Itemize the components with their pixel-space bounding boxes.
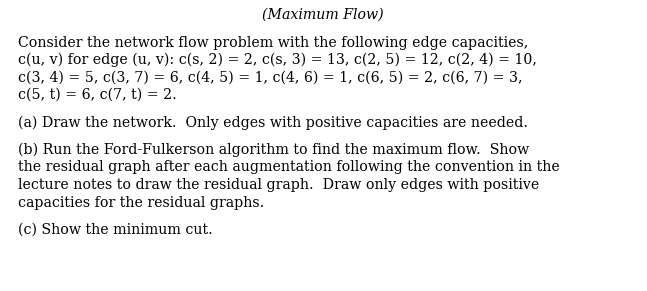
Text: (a) Draw the network.  Only edges with positive capacities are needed.: (a) Draw the network. Only edges with po… bbox=[18, 116, 528, 130]
Text: (c) Show the minimum cut.: (c) Show the minimum cut. bbox=[18, 223, 213, 237]
Text: (Maximum Flow): (Maximum Flow) bbox=[262, 8, 384, 22]
Text: Consider the network flow problem with the following edge capacities,: Consider the network flow problem with t… bbox=[18, 36, 528, 49]
Text: c(u, v) for edge (u, v): c(s, 2) = 2, c(s, 3) = 13, c(2, 5) = 12, c(2, 4) = 10,: c(u, v) for edge (u, v): c(s, 2) = 2, c(… bbox=[18, 53, 537, 68]
Text: lecture notes to draw the residual graph.  Draw only edges with positive: lecture notes to draw the residual graph… bbox=[18, 178, 539, 192]
Text: c(5, t) = 6, c(7, t) = 2.: c(5, t) = 6, c(7, t) = 2. bbox=[18, 88, 177, 102]
Text: (b) Run the Ford-Fulkerson algorithm to find the maximum flow.  Show: (b) Run the Ford-Fulkerson algorithm to … bbox=[18, 143, 529, 157]
Text: c(3, 4) = 5, c(3, 7) = 6, c(4, 5) = 1, c(4, 6) = 1, c(6, 5) = 2, c(6, 7) = 3,: c(3, 4) = 5, c(3, 7) = 6, c(4, 5) = 1, c… bbox=[18, 70, 523, 84]
Text: capacities for the residual graphs.: capacities for the residual graphs. bbox=[18, 196, 264, 210]
Text: the residual graph after each augmentation following the convention in the: the residual graph after each augmentati… bbox=[18, 161, 560, 175]
